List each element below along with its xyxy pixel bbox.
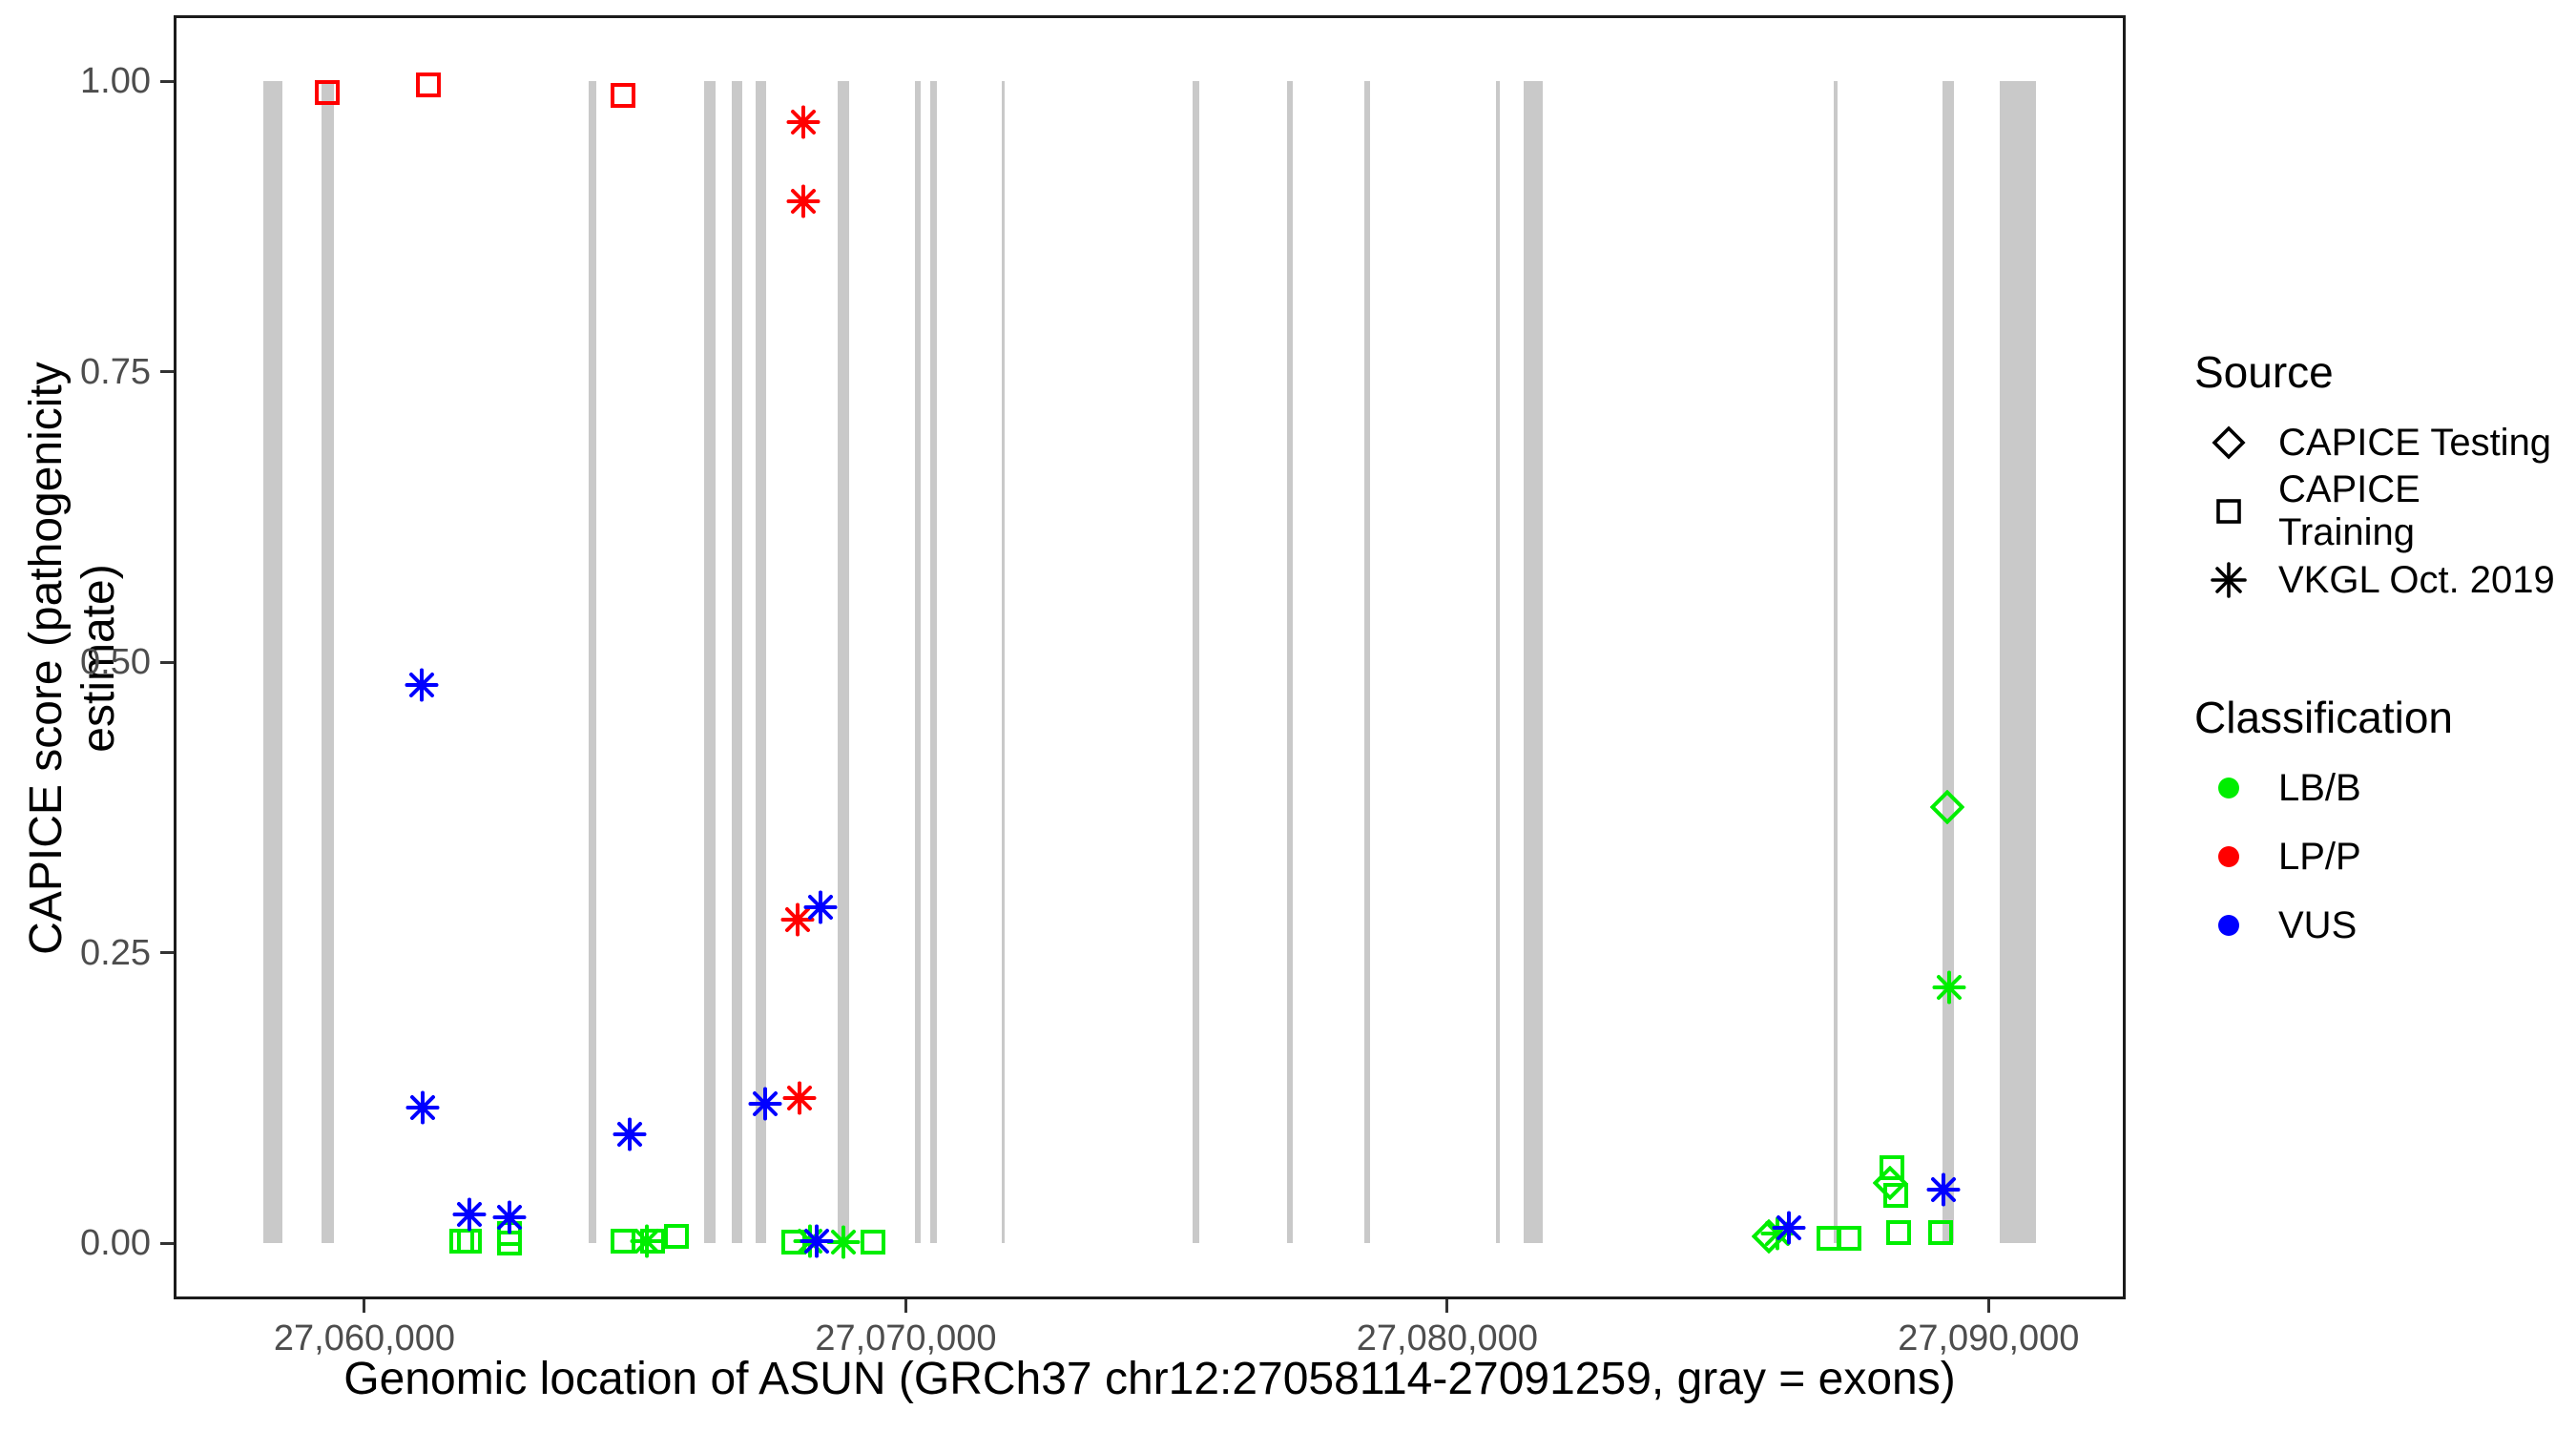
exon-bar <box>322 81 334 1243</box>
data-point-asterisk <box>405 1090 440 1130</box>
data-point-square <box>411 68 446 107</box>
legend-spacer <box>2194 614 2566 681</box>
legend-item-label: VUS <box>2278 903 2358 946</box>
x-tick-mark <box>1445 1299 1449 1313</box>
exon-bar <box>1002 81 1005 1243</box>
x-tick-mark <box>1986 1299 1990 1313</box>
exon-bar <box>837 81 850 1243</box>
legend-item-lpp: LP/P <box>2194 822 2566 891</box>
diamond-icon <box>2194 422 2278 464</box>
exon-bar <box>1833 81 1838 1243</box>
data-point-asterisk <box>613 1117 647 1156</box>
data-point-square <box>1881 1215 1916 1255</box>
square-icon <box>2194 490 2278 532</box>
data-point-asterisk <box>826 1225 861 1264</box>
y-tick-label: 0.50 <box>80 642 151 682</box>
green-dot-icon <box>2194 767 2278 809</box>
legend-item-label: CAPICE Testing <box>2278 421 2552 464</box>
data-point-square <box>1879 1178 1913 1217</box>
legend-item-label: LB/B <box>2278 766 2361 809</box>
exon-bar <box>1523 81 1543 1243</box>
data-point-asterisk <box>492 1200 527 1239</box>
legend-item-lbb: LB/B <box>2194 754 2566 822</box>
legend-item-label: LP/P <box>2278 835 2361 878</box>
data-point-square <box>635 1224 670 1263</box>
x-tick-label: 27,060,000 <box>273 1318 456 1358</box>
legend-source-title: Source <box>2194 347 2334 397</box>
y-tick-label: 0.75 <box>80 351 151 392</box>
exon-bar <box>1363 81 1370 1243</box>
legend-classification-title: Classification <box>2194 693 2453 742</box>
exon-bar <box>703 81 716 1243</box>
data-point-square <box>1923 1215 1958 1255</box>
exon-bar <box>731 81 742 1243</box>
x-axis-title: Genomic location of ASUN (GRCh37 chr12:2… <box>343 1354 1956 1404</box>
data-point-asterisk <box>1932 970 1966 1009</box>
data-point-asterisk <box>452 1197 487 1236</box>
legend-item-label: CAPICE Training <box>2277 468 2420 553</box>
data-point-asterisk <box>786 184 821 223</box>
y-tick-label: 1.00 <box>80 61 151 101</box>
legend-item-capice-training: CAPICE Training <box>2194 468 2566 553</box>
exon-bar <box>930 81 937 1243</box>
x-tick-label: 27,090,000 <box>1898 1318 2080 1358</box>
x-tick-label: 27,080,000 <box>1356 1318 1538 1358</box>
exon-bar <box>1495 81 1500 1243</box>
data-point-asterisk <box>1926 1172 1961 1212</box>
asterisk-icon <box>2194 559 2278 601</box>
x-tick-mark <box>363 1299 366 1313</box>
exon-bar <box>1286 81 1293 1243</box>
data-point-square <box>1832 1221 1866 1260</box>
data-point-asterisk <box>803 890 838 929</box>
data-point-square <box>606 78 640 117</box>
data-point-asterisk <box>748 1087 782 1126</box>
legend-item-vkgl: VKGL Oct. 2019 <box>2194 546 2566 614</box>
blue-dot-icon <box>2194 904 2278 946</box>
data-point-asterisk <box>786 105 821 144</box>
exon-bar <box>589 81 596 1243</box>
y-tick-mark <box>160 1241 174 1245</box>
data-point-asterisk <box>1760 1216 1795 1255</box>
legend-item-vus: VUS <box>2194 891 2566 960</box>
exon-bar <box>915 81 921 1243</box>
data-point-asterisk <box>1772 1211 1806 1250</box>
x-tick-label: 27,070,000 <box>815 1318 997 1358</box>
exon-bar <box>1192 81 1199 1243</box>
data-point-square <box>310 75 344 114</box>
x-tick-mark <box>904 1299 907 1313</box>
data-point-asterisk <box>800 1224 834 1263</box>
y-tick-label: 0.00 <box>80 1223 151 1263</box>
data-point-asterisk <box>780 902 815 942</box>
data-point-diamond <box>1872 1165 1908 1205</box>
y-tick-mark <box>160 79 174 83</box>
data-point-asterisk <box>782 1081 817 1120</box>
data-point-square <box>856 1225 890 1264</box>
y-tick-mark <box>160 660 174 664</box>
red-dot-icon <box>2194 836 2278 878</box>
data-point-asterisk <box>405 668 439 707</box>
data-point-diamond <box>1929 789 1964 829</box>
y-tick-mark <box>160 951 174 954</box>
exon-bar <box>1999 81 2036 1243</box>
legend-item-label: VKGL Oct. 2019 <box>2278 558 2555 601</box>
exon-bar <box>263 81 282 1243</box>
data-point-square <box>659 1219 694 1258</box>
y-tick-mark <box>160 370 174 373</box>
exon-bar <box>756 81 766 1243</box>
legend-item-capice-testing: CAPICE Testing <box>2194 408 2566 477</box>
exon-bar <box>1942 81 1954 1243</box>
y-tick-label: 0.25 <box>80 932 151 973</box>
data-point-square <box>1875 1151 1909 1190</box>
legend: Source CAPICE Testing CAPICE Training <box>2194 336 2566 960</box>
